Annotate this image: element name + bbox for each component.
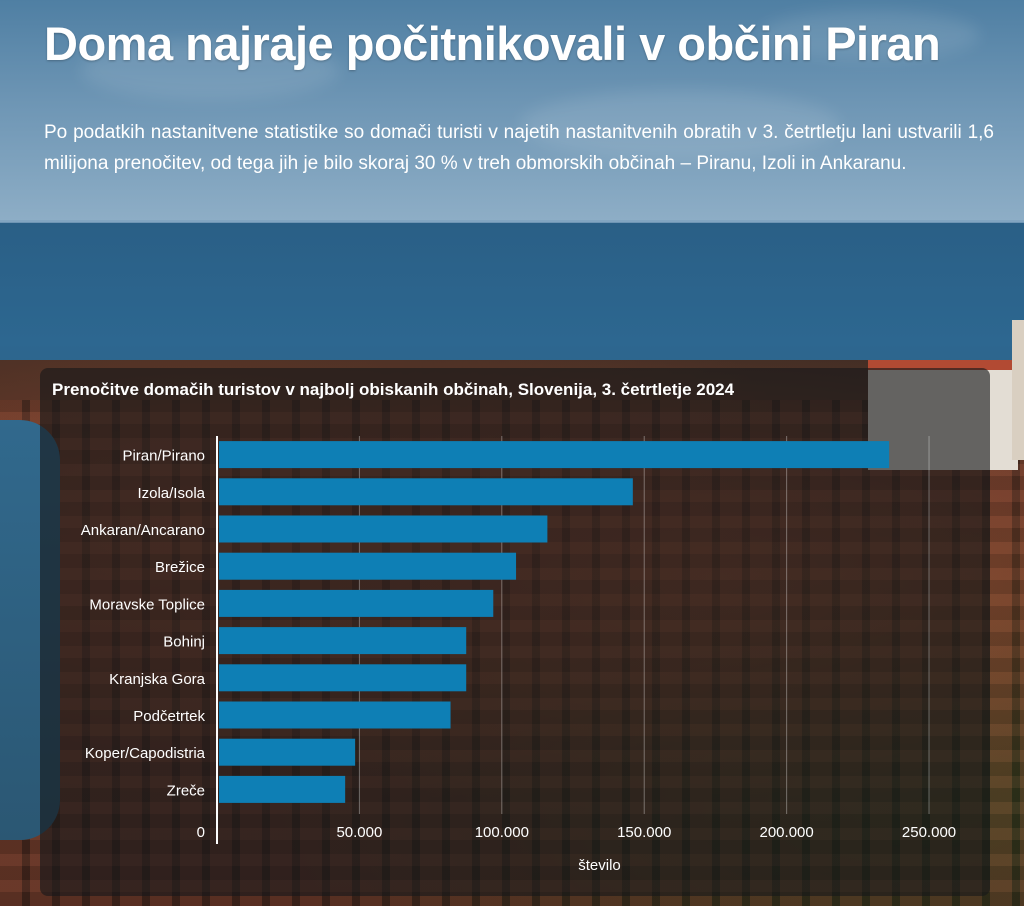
chart-title: Prenočitve domačih turistov v najbolj ob… [52,380,735,399]
category-label: Zreče [167,782,205,799]
category-label: Bohinj [163,634,205,651]
x-tick-label: 200.000 [760,824,814,841]
category-label: Piran/Pirano [122,448,205,465]
bar [219,552,517,580]
category-label: Koper/Capodistria [85,745,206,762]
bar [219,701,451,729]
bar [219,738,356,766]
x-tick-label: 250.000 [902,824,956,841]
category-label: Ankaran/Ancarano [81,522,205,539]
bar [219,589,494,617]
x-tick-label: 0 [197,824,205,841]
x-tick-label: 100.000 [475,824,529,841]
category-label: Moravske Toplice [89,596,205,613]
category-label: Podčetrtek [133,708,205,725]
x-axis-label: število [578,857,621,874]
x-tick-label: 50.000 [336,824,382,841]
bar [219,515,548,543]
bar [219,441,890,469]
bar [219,664,467,692]
category-label: Kranjska Gora [109,671,206,688]
bar [219,627,467,655]
page-title: Doma najraje počitnikovali v občini Pira… [44,17,941,70]
category-label: Brežice [155,559,205,576]
x-tick-label: 150.000 [617,824,671,841]
bar [219,478,633,506]
intro-paragraph: Po podatkih nastanitvene statistike so d… [44,122,994,174]
bar [219,775,346,803]
category-label: Izola/Isola [137,485,205,502]
